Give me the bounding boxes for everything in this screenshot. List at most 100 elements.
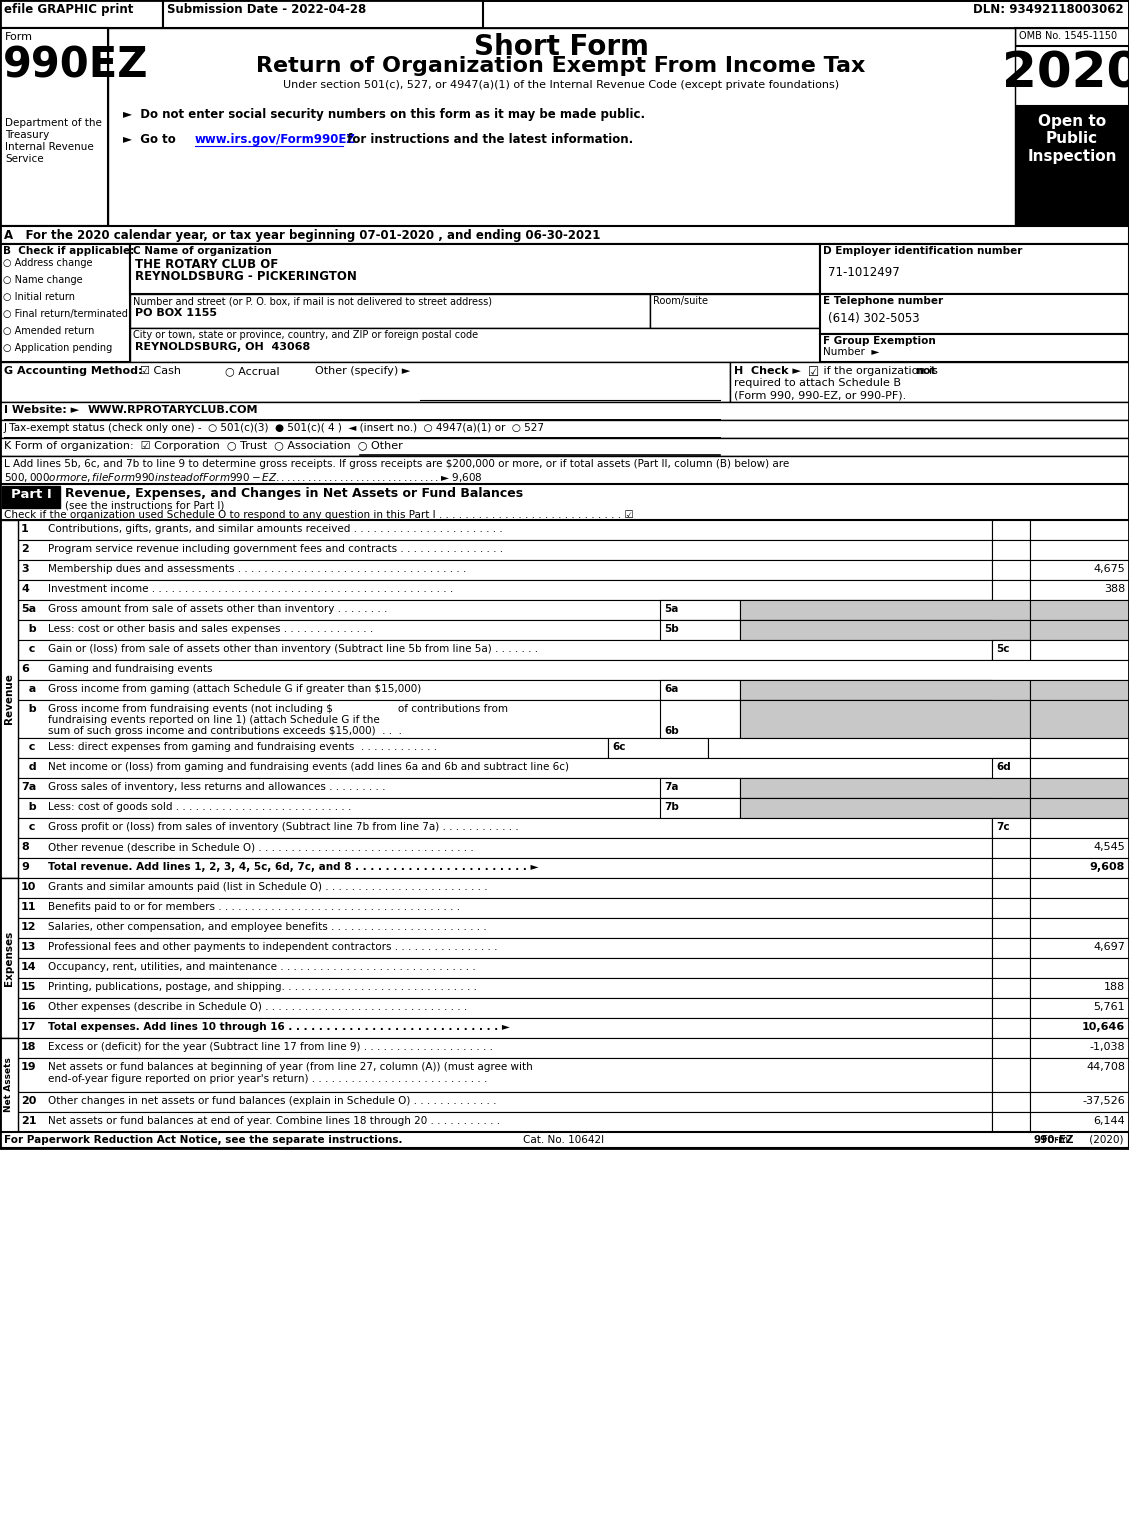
Bar — [992, 878, 1030, 898]
Text: ○ Amended return: ○ Amended return — [3, 326, 95, 336]
Text: 17: 17 — [21, 1022, 36, 1032]
Text: Program service revenue including government fees and contracts . . . . . . . . : Program service revenue including govern… — [49, 544, 504, 554]
Text: b: b — [21, 802, 36, 811]
Text: if the organization is: if the organization is — [820, 366, 942, 377]
Bar — [992, 817, 1030, 839]
Bar — [992, 1092, 1030, 1112]
Text: 6,144: 6,144 — [1093, 1116, 1124, 1125]
Bar — [992, 839, 1030, 859]
Text: Revenue, Expenses, and Changes in Net Assets or Fund Balances: Revenue, Expenses, and Changes in Net As… — [65, 486, 523, 500]
Text: THE ROTARY CLUB OF: THE ROTARY CLUB OF — [135, 258, 278, 271]
Text: c: c — [21, 743, 35, 752]
Text: Service: Service — [5, 154, 44, 165]
Text: 5a: 5a — [664, 604, 679, 615]
Text: 19: 19 — [21, 1061, 36, 1072]
Bar — [1030, 798, 1129, 817]
Bar — [18, 640, 992, 660]
Text: Room/suite: Room/suite — [653, 296, 708, 307]
Text: Gain or (loss) from sale of assets other than inventory (Subtract line 5b from l: Gain or (loss) from sale of assets other… — [49, 644, 539, 654]
Bar — [18, 660, 1129, 680]
Text: G Accounting Method:: G Accounting Method: — [5, 366, 142, 377]
Text: ○ Application pending: ○ Application pending — [3, 343, 112, 352]
Bar — [1030, 1112, 1129, 1132]
Bar — [18, 700, 992, 738]
Bar — [660, 680, 739, 700]
Text: Less: direct expenses from gaming and fundraising events  . . . . . . . . . . . : Less: direct expenses from gaming and fu… — [49, 743, 437, 752]
Text: Gaming and fundraising events: Gaming and fundraising events — [49, 663, 212, 674]
Bar — [1030, 1019, 1129, 1039]
Text: A   For the 2020 calendar year, or tax year beginning 07-01-2020 , and ending 06: A For the 2020 calendar year, or tax yea… — [5, 229, 601, 242]
Text: 388: 388 — [1104, 584, 1124, 595]
Text: F Group Exemption: F Group Exemption — [823, 336, 936, 346]
Bar — [1030, 640, 1129, 660]
Bar — [708, 738, 1030, 758]
Text: b: b — [21, 624, 36, 634]
Text: 1: 1 — [21, 525, 28, 534]
Text: Return of Organization Exempt From Income Tax: Return of Organization Exempt From Incom… — [256, 56, 866, 76]
Bar — [1030, 859, 1129, 878]
Bar — [739, 798, 1030, 817]
Bar — [1030, 1058, 1129, 1092]
Text: fundraising events reported on line 1) (attach Schedule G if the: fundraising events reported on line 1) (… — [49, 715, 379, 724]
Text: 4,675: 4,675 — [1093, 564, 1124, 573]
Bar — [992, 997, 1030, 1019]
Bar — [739, 621, 1030, 640]
Text: ►  Go to: ► Go to — [123, 133, 180, 146]
Text: 8: 8 — [21, 842, 28, 852]
Bar — [18, 1092, 992, 1112]
Text: Contributions, gifts, grants, and similar amounts received . . . . . . . . . . .: Contributions, gifts, grants, and simila… — [49, 525, 502, 534]
Text: I Website: ►: I Website: ► — [5, 406, 79, 415]
Text: Short Form: Short Form — [473, 34, 648, 61]
Bar — [1030, 778, 1129, 798]
Text: OMB No. 1545-1150: OMB No. 1545-1150 — [1019, 30, 1117, 41]
Bar — [1030, 540, 1129, 560]
Text: Under section 501(c), 527, or 4947(a)(1) of the Internal Revenue Code (except pr: Under section 501(c), 527, or 4947(a)(1)… — [283, 79, 839, 90]
Text: Net income or (loss) from gaming and fundraising events (add lines 6a and 6b and: Net income or (loss) from gaming and fun… — [49, 762, 569, 772]
Text: www.irs.gov/Form990EZ: www.irs.gov/Form990EZ — [195, 133, 356, 146]
Bar — [1030, 918, 1129, 938]
Bar — [0, 878, 18, 1039]
Text: 990-EZ: 990-EZ — [1033, 1135, 1074, 1145]
Text: a: a — [21, 685, 36, 694]
Text: Net assets or fund balances at end of year. Combine lines 18 through 20 . . . . : Net assets or fund balances at end of ye… — [49, 1116, 500, 1125]
Text: 7a: 7a — [664, 782, 679, 791]
Bar — [18, 1039, 992, 1058]
Bar — [1030, 738, 1129, 758]
Text: J Tax-exempt status (check only one) -  ○ 501(c)(3)  ● 501(c)( 4 )  ◄ (insert no: J Tax-exempt status (check only one) - ○… — [5, 422, 545, 433]
Text: 6: 6 — [21, 663, 29, 674]
Bar — [992, 540, 1030, 560]
Bar — [18, 540, 992, 560]
Bar — [18, 938, 992, 958]
Text: 7b: 7b — [664, 802, 679, 811]
Bar — [0, 1039, 18, 1132]
Text: Other revenue (describe in Schedule O) . . . . . . . . . . . . . . . . . . . . .: Other revenue (describe in Schedule O) .… — [49, 842, 474, 852]
Bar — [18, 778, 992, 798]
Bar — [1030, 898, 1129, 918]
Bar — [18, 997, 992, 1019]
Bar — [1030, 560, 1129, 580]
Bar — [660, 599, 739, 621]
Text: 13: 13 — [21, 942, 36, 952]
Bar — [1015, 27, 1129, 226]
Text: 7c: 7c — [996, 822, 1009, 833]
Text: 5,761: 5,761 — [1093, 1002, 1124, 1013]
Text: Occupancy, rent, utilities, and maintenance . . . . . . . . . . . . . . . . . . : Occupancy, rent, utilities, and maintena… — [49, 962, 475, 971]
Text: 5a: 5a — [21, 604, 36, 615]
Text: required to attach Schedule B: required to attach Schedule B — [734, 378, 901, 387]
Text: (see the instructions for Part I): (see the instructions for Part I) — [65, 500, 225, 509]
Text: Part I: Part I — [10, 488, 52, 502]
Bar — [163, 0, 483, 27]
Text: Gross amount from sale of assets other than inventory . . . . . . . .: Gross amount from sale of assets other t… — [49, 604, 387, 615]
Text: 4: 4 — [21, 584, 29, 595]
Bar — [1030, 938, 1129, 958]
Text: $500,000 or more, file Form 990 instead of Form 990-EZ . . . . . . . . . . . . .: $500,000 or more, file Form 990 instead … — [5, 471, 482, 483]
Text: 6a: 6a — [664, 685, 679, 694]
Text: ○ Initial return: ○ Initial return — [3, 291, 75, 302]
Text: 4,697: 4,697 — [1093, 942, 1124, 952]
Text: REYNOLDSBURG - PICKERINGTON: REYNOLDSBURG - PICKERINGTON — [135, 270, 357, 284]
Bar — [739, 599, 1030, 621]
Bar — [1030, 839, 1129, 859]
Bar — [820, 244, 1129, 294]
Text: ☑ Cash: ☑ Cash — [140, 366, 181, 377]
Bar — [992, 1112, 1030, 1132]
